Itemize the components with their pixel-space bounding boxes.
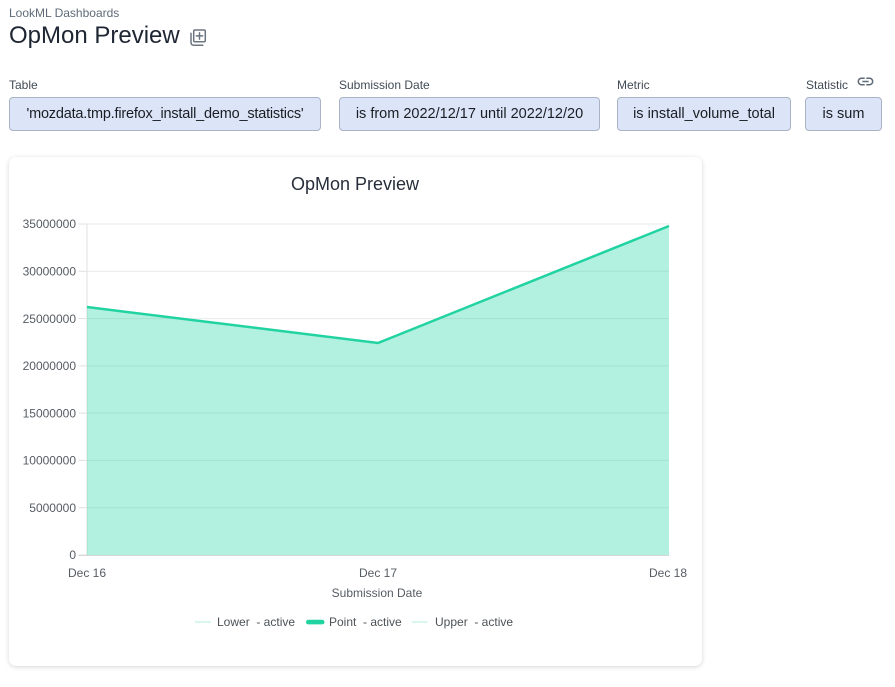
svg-text:Dec 16: Dec 16 [68,566,106,580]
svg-text:Submission Date: Submission Date [332,586,423,600]
svg-text:0: 0 [69,548,76,562]
svg-text:Point - active: Point - active [329,615,402,629]
svg-text:35000000: 35000000 [23,217,77,231]
svg-text:30000000: 30000000 [23,265,77,279]
svg-text:20000000: 20000000 [23,359,77,373]
svg-text:Dec 18: Dec 18 [649,566,687,580]
svg-text:Upper - active: Upper - active [435,615,513,629]
svg-text:15000000: 15000000 [23,406,77,420]
svg-text:10000000: 10000000 [23,454,77,468]
svg-text:Dec 17: Dec 17 [359,566,397,580]
svg-text:OpMon Preview: OpMon Preview [291,174,420,194]
svg-text:Lower - active: Lower - active [217,615,295,629]
svg-text:25000000: 25000000 [23,312,77,326]
svg-text:5000000: 5000000 [29,501,76,515]
